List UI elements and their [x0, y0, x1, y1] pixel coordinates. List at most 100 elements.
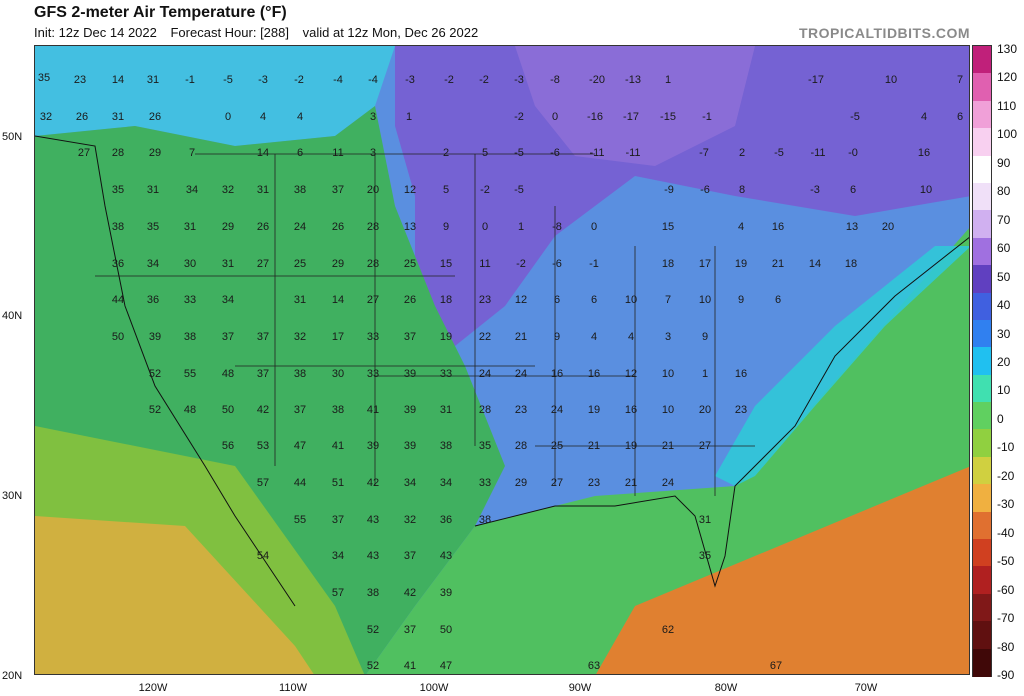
temperature-value: 24: [514, 368, 528, 380]
temperature-value: 4: [259, 111, 267, 123]
temperature-value: 6: [849, 184, 857, 196]
colorbar-segment: [973, 155, 991, 184]
colorbar-tick-label: 60: [997, 241, 1011, 256]
temperature-value: 35: [698, 550, 712, 562]
temperature-value: 27: [698, 440, 712, 452]
temperature-value: 39: [366, 440, 380, 452]
temperature-value: 14: [808, 258, 822, 270]
temperature-value: 7: [664, 294, 672, 306]
colorbar-segment: [973, 566, 991, 595]
temperature-value: 24: [550, 404, 564, 416]
temperature-value: -3: [405, 74, 415, 86]
temperature-value: 9: [701, 331, 709, 343]
temperature-value: 31: [183, 221, 197, 233]
temperature-value: 37: [331, 514, 345, 526]
temperature-value: 50: [111, 331, 125, 343]
temperature-value: 54: [256, 550, 270, 562]
temperature-value: 38: [183, 331, 197, 343]
temperature-value: -9: [664, 184, 674, 196]
colorbar-segment: [973, 347, 991, 376]
temperature-value: -8: [552, 221, 562, 233]
temperature-value: 23: [478, 294, 492, 306]
temperature-value: 26: [403, 294, 417, 306]
temperature-value: 3: [369, 111, 377, 123]
colorbar-tick-label: 70: [997, 212, 1011, 227]
temperature-value: 27: [550, 477, 564, 489]
temperature-value: 31: [256, 184, 270, 196]
colorbar-segment: [973, 648, 991, 677]
temperature-value: 20: [698, 404, 712, 416]
temperature-map: [34, 45, 970, 675]
temperature-value: 39: [403, 440, 417, 452]
temperature-value: 13: [845, 221, 859, 233]
colorbar-segment: [973, 539, 991, 568]
temperature-value: -1: [589, 258, 599, 270]
temperature-value: -3: [258, 74, 268, 86]
temperature-value: 4: [920, 111, 928, 123]
temperature-value: 3: [369, 147, 377, 159]
temperature-value: 15: [439, 258, 453, 270]
temperature-value: 44: [111, 294, 125, 306]
lon-label-110w: 110W: [279, 682, 307, 694]
temperature-value: 38: [439, 440, 453, 452]
temperature-value: -11: [589, 147, 605, 159]
temperature-value: 37: [403, 550, 417, 562]
temperature-value: -17: [808, 74, 824, 86]
temperature-value: -2: [516, 258, 526, 270]
temperature-value: 26: [331, 221, 345, 233]
colorbar-segment: [973, 73, 991, 102]
cold-region: [395, 46, 969, 346]
temperature-value: -15: [660, 111, 676, 123]
colorbar-segment: [973, 374, 991, 404]
temperature-value: 21: [771, 258, 785, 270]
temperature-value: 37: [221, 331, 235, 343]
temperature-value: 35: [111, 184, 125, 196]
temperature-value: 25: [550, 440, 564, 452]
temperature-value: 35: [37, 72, 51, 84]
temperature-value: 31: [221, 258, 235, 270]
colorbar-tick-label: 120: [997, 70, 1018, 85]
temperature-value: 28: [111, 147, 125, 159]
temperature-value: 33: [439, 368, 453, 380]
temperature-value: -5: [223, 74, 233, 86]
temperature-value: 27: [77, 147, 91, 159]
temperature-value: 7: [956, 74, 964, 86]
temperature-value: 33: [366, 368, 380, 380]
temperature-value: 34: [146, 258, 160, 270]
temperature-value: 42: [256, 404, 270, 416]
temperature-value: 43: [366, 514, 380, 526]
temperature-value: 37: [256, 368, 270, 380]
temperature-value: 8: [738, 184, 746, 196]
temperature-value: 1: [701, 368, 709, 380]
temperature-value: 67: [769, 660, 783, 672]
temperature-value: 41: [331, 440, 345, 452]
temperature-value: 38: [331, 404, 345, 416]
temperature-value: -2: [480, 184, 490, 196]
temperature-value: -20: [589, 74, 605, 86]
colorbar-tick-label: -50: [997, 554, 1015, 569]
temperature-value: 39: [403, 368, 417, 380]
temperature-value: 7: [188, 147, 196, 159]
colorbar-tick-label: 90: [997, 155, 1011, 170]
temperature-value: -4: [333, 74, 343, 86]
temperature-value: 39: [148, 331, 162, 343]
temperature-value: 19: [587, 404, 601, 416]
temperature-value: 35: [478, 440, 492, 452]
colorbar-segment: [973, 265, 991, 294]
colorbar-segment: [973, 484, 991, 513]
lon-label-90w: 90W: [568, 682, 592, 694]
temperature-value: 63: [587, 660, 601, 672]
temperature-value: 30: [331, 368, 345, 380]
colorbar-tick-label: -90: [997, 668, 1015, 682]
temperature-value: 10: [661, 404, 675, 416]
temperature-value: 16: [624, 404, 638, 416]
temperature-value: 11: [479, 258, 491, 270]
temperature-value: 37: [403, 331, 417, 343]
colorbar-segment: [973, 210, 991, 239]
temperature-value: 33: [478, 477, 492, 489]
temperature-value: 39: [403, 404, 417, 416]
temperature-value: 34: [331, 550, 345, 562]
temperature-value: 31: [293, 294, 307, 306]
temperature-value: 2: [738, 147, 746, 159]
temperature-value: 41: [366, 404, 380, 416]
